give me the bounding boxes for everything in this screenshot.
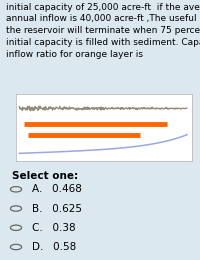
Text: B.   0.625: B. 0.625	[32, 204, 82, 213]
Text: initial capacity of 25,000 acre-ft  if the average
annual inflow is 40,000 acre-: initial capacity of 25,000 acre-ft if th…	[6, 3, 200, 59]
Text: D.   0.58: D. 0.58	[32, 242, 76, 252]
Text: A.   0.468: A. 0.468	[32, 184, 82, 194]
Text: Select one:: Select one:	[12, 172, 78, 181]
Text: C.   0.38: C. 0.38	[32, 223, 76, 233]
